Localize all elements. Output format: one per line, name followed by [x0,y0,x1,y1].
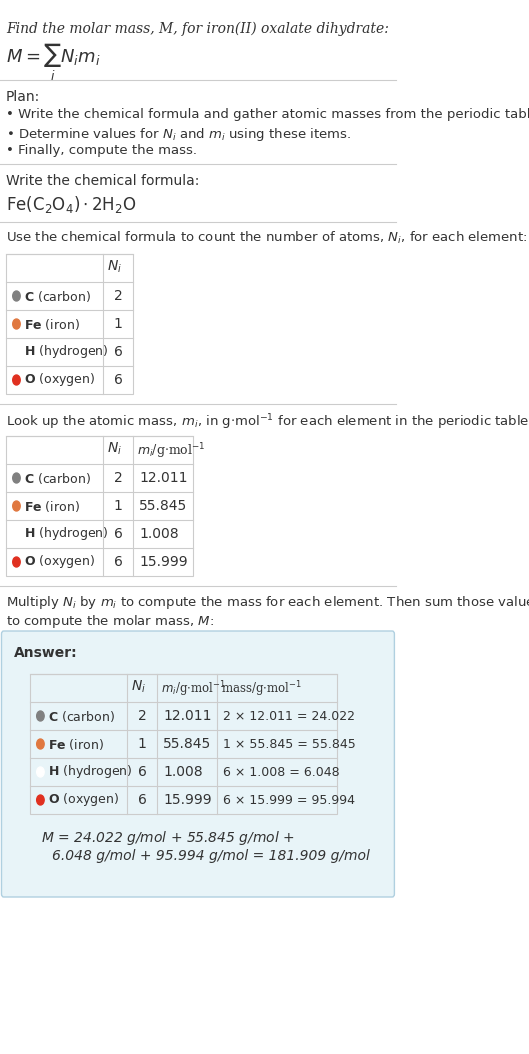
Text: 15.999: 15.999 [139,555,188,569]
Text: 1: 1 [114,317,123,331]
Text: 6 × 1.008 = 6.048: 6 × 1.008 = 6.048 [223,765,340,779]
Text: $\mathbf{Fe}$ (iron): $\mathbf{Fe}$ (iron) [24,316,80,332]
Text: 1: 1 [138,737,147,752]
Text: 55.845: 55.845 [139,499,187,513]
Circle shape [37,711,44,721]
Text: $\mathbf{O}$ (oxygen): $\mathbf{O}$ (oxygen) [48,792,119,808]
Text: Look up the atomic mass, $m_i$, in g$\cdot$mol$^{-1}$ for each element in the pe: Look up the atomic mass, $m_i$, in g$\cd… [6,412,529,431]
Text: $\mathbf{H}$ (hydrogen): $\mathbf{H}$ (hydrogen) [24,526,108,543]
Text: 6: 6 [114,373,123,387]
Text: 1: 1 [114,499,123,513]
Text: Write the chemical formula:: Write the chemical formula: [6,174,199,188]
Circle shape [13,501,20,511]
Text: $\mathbf{C}$ (carbon): $\mathbf{C}$ (carbon) [48,708,115,723]
Circle shape [13,473,20,483]
Text: $\mathbf{O}$ (oxygen): $\mathbf{O}$ (oxygen) [24,371,95,389]
Text: 1 × 55.845 = 55.845: 1 × 55.845 = 55.845 [223,738,356,750]
Text: $\mathbf{C}$ (carbon): $\mathbf{C}$ (carbon) [24,470,91,486]
Text: • Finally, compute the mass.: • Finally, compute the mass. [6,144,197,157]
Text: Plan:: Plan: [6,90,40,104]
Text: $N_i$: $N_i$ [107,259,122,275]
Bar [6,436,193,575]
Text: 6: 6 [138,765,147,779]
Text: • Write the chemical formula and gather atomic masses from the periodic table.: • Write the chemical formula and gather … [6,108,529,121]
Circle shape [37,795,44,805]
Text: $N_i$: $N_i$ [107,441,122,457]
Text: 1.008: 1.008 [163,765,203,779]
Text: $\mathbf{Fe}$ (iron): $\mathbf{Fe}$ (iron) [48,737,104,752]
Text: $\mathbf{Fe}$ (iron): $\mathbf{Fe}$ (iron) [24,499,80,513]
Text: $\mathrm{Fe(C_2O_4) \cdot 2H_2O}$: $\mathrm{Fe(C_2O_4) \cdot 2H_2O}$ [6,194,136,215]
Bar [30,674,337,814]
Text: 55.845: 55.845 [163,737,212,752]
Circle shape [37,739,44,749]
Text: Use the chemical formula to count the number of atoms, $N_i$, for each element:: Use the chemical formula to count the nu… [6,230,527,246]
Text: $\mathbf{H}$ (hydrogen): $\mathbf{H}$ (hydrogen) [24,344,108,360]
Text: $M$ = 24.022 g/mol + 55.845 g/mol +: $M$ = 24.022 g/mol + 55.845 g/mol + [41,829,295,847]
Text: Answer:: Answer: [13,646,77,660]
Text: 2: 2 [114,471,123,485]
Text: mass/g$\cdot$mol$^{-1}$: mass/g$\cdot$mol$^{-1}$ [221,679,302,699]
Text: Find the molar mass, M, for iron(II) oxalate dihydrate:: Find the molar mass, M, for iron(II) oxa… [6,22,389,37]
Circle shape [13,319,20,329]
Text: 12.011: 12.011 [139,471,188,485]
Text: $\mathbf{H}$ (hydrogen): $\mathbf{H}$ (hydrogen) [48,763,133,781]
Text: $\mathbf{C}$ (carbon): $\mathbf{C}$ (carbon) [24,289,91,304]
FancyBboxPatch shape [2,631,395,897]
Text: 15.999: 15.999 [163,793,212,807]
Text: $m_i$/g$\cdot$mol$^{-1}$: $m_i$/g$\cdot$mol$^{-1}$ [137,441,206,461]
Circle shape [13,557,20,567]
Text: 6: 6 [114,345,123,359]
Text: 2 × 12.011 = 24.022: 2 × 12.011 = 24.022 [223,709,355,722]
Circle shape [13,375,20,385]
Bar [6,254,133,394]
Circle shape [13,291,20,301]
Text: 2: 2 [114,289,123,302]
Text: • Determine values for $N_i$ and $m_i$ using these items.: • Determine values for $N_i$ and $m_i$ u… [6,126,351,143]
Text: $\mathbf{O}$ (oxygen): $\mathbf{O}$ (oxygen) [24,553,95,570]
Text: 12.011: 12.011 [163,709,212,723]
Text: $M = \sum_i N_i m_i$: $M = \sum_i N_i m_i$ [6,42,101,83]
Text: $m_i$/g$\cdot$mol$^{-1}$: $m_i$/g$\cdot$mol$^{-1}$ [161,679,226,699]
Text: 6 × 15.999 = 95.994: 6 × 15.999 = 95.994 [223,794,355,806]
Circle shape [37,767,44,777]
Text: 2: 2 [138,709,147,723]
Text: 6.048 g/mol + 95.994 g/mol = 181.909 g/mol: 6.048 g/mol + 95.994 g/mol = 181.909 g/m… [52,850,370,863]
Text: 6: 6 [114,527,123,541]
Text: 6: 6 [114,555,123,569]
Text: $N_i$: $N_i$ [131,679,146,696]
Text: 1.008: 1.008 [139,527,179,541]
Text: 6: 6 [138,793,147,807]
Text: Multiply $N_i$ by $m_i$ to compute the mass for each element. Then sum those val: Multiply $N_i$ by $m_i$ to compute the m… [6,594,529,630]
Circle shape [13,347,20,357]
Circle shape [13,529,20,539]
